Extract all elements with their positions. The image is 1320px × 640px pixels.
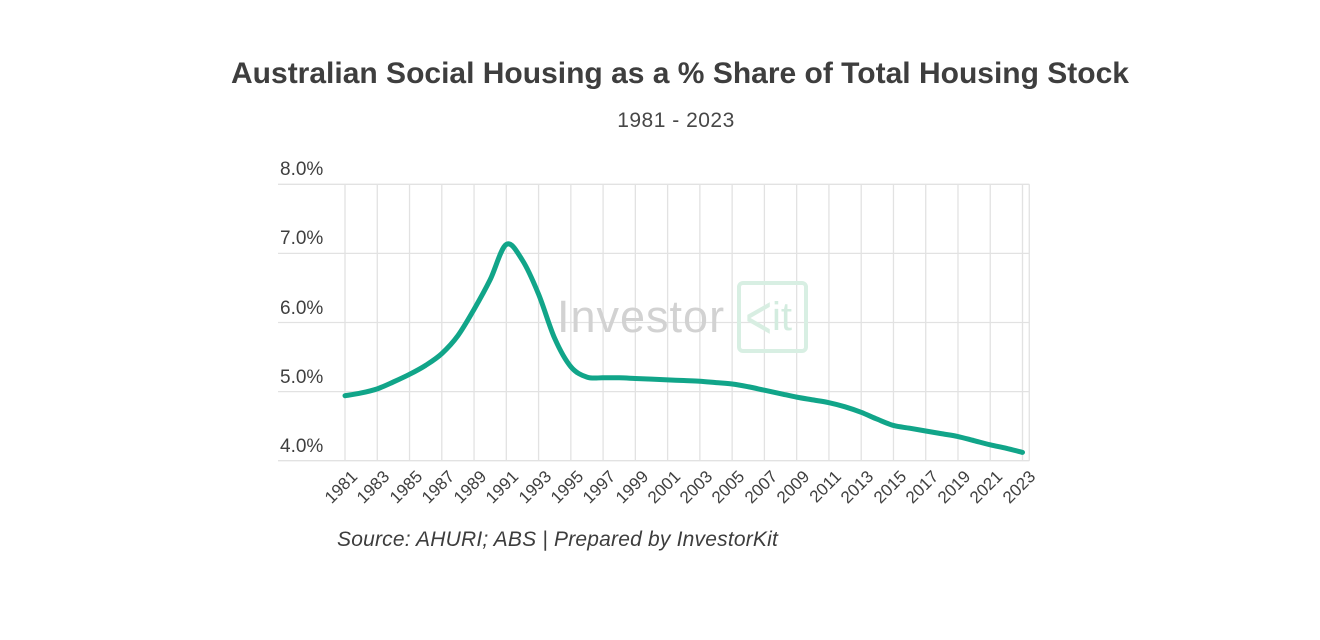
watermark-kit-box: < it xyxy=(737,281,809,353)
y-axis-label: 6.0% xyxy=(280,297,324,319)
source-note: Source: AHURI; ABS | Prepared by Investo… xyxy=(337,528,779,551)
watermark-it-text: it xyxy=(772,294,793,339)
investorkit-watermark: Investor < it xyxy=(557,281,809,353)
chart-subtitle: 1981 - 2023 xyxy=(617,109,735,132)
y-axis-label: 7.0% xyxy=(280,228,324,250)
chart-title: Australian Social Housing as a % Share o… xyxy=(231,57,1129,90)
y-axis-label: 8.0% xyxy=(280,159,324,181)
watermark-investor-text: Investor xyxy=(557,291,726,342)
social-housing-share-line xyxy=(342,241,1025,455)
y-axis-label: 4.0% xyxy=(280,435,324,457)
y-axis-label: 5.0% xyxy=(280,366,324,388)
watermark-k-glyph: < xyxy=(745,281,773,353)
